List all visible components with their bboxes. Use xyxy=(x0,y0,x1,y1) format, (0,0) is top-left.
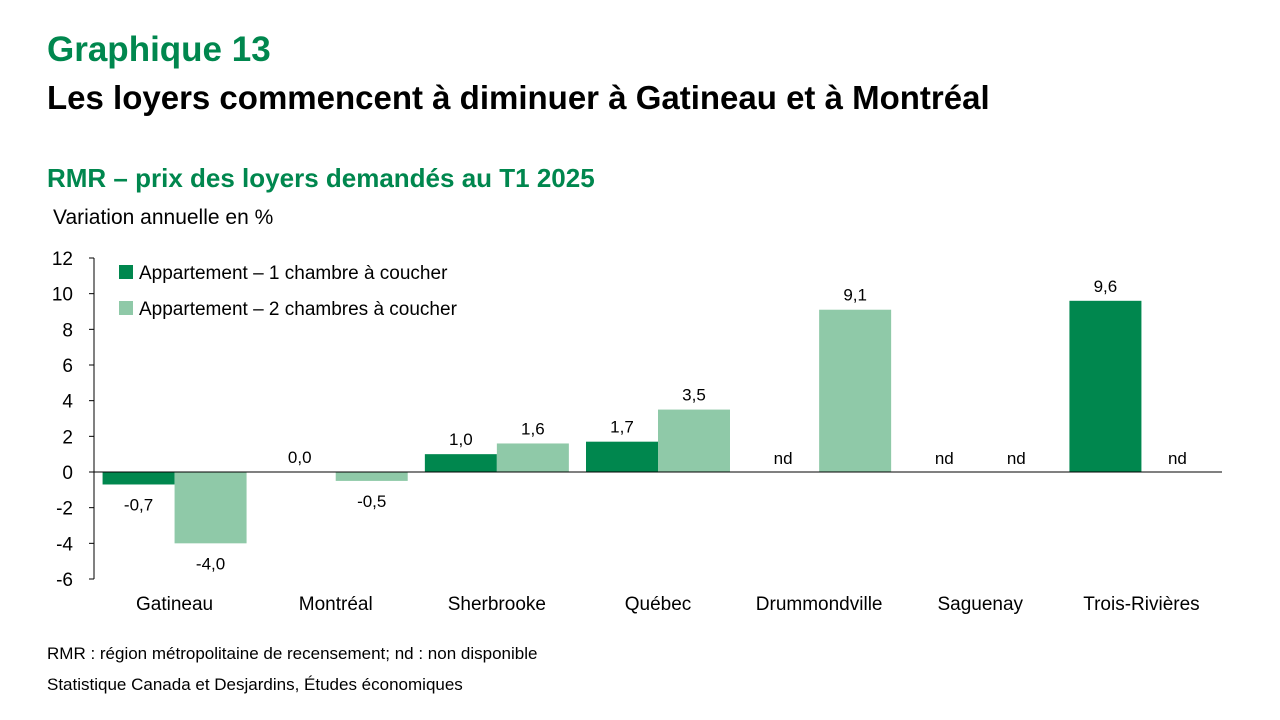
data-label: -0,5 xyxy=(357,492,386,511)
x-tick-label: Saguenay xyxy=(937,594,1023,615)
data-label: 9,1 xyxy=(843,286,867,305)
data-label: -0,7 xyxy=(124,495,153,514)
page-title: Les loyers commencent à diminuer à Gatin… xyxy=(47,79,990,116)
y-tick-label: 2 xyxy=(62,427,73,448)
legend-swatch xyxy=(119,301,133,315)
x-tick-label: Sherbrooke xyxy=(448,594,546,615)
data-label: nd xyxy=(1007,449,1026,468)
data-label: 1,0 xyxy=(449,430,473,449)
chart-title: RMR – prix des loyers demandés au T1 202… xyxy=(47,163,595,193)
legend-label: Appartement – 2 chambres à coucher xyxy=(139,299,458,320)
data-label: 1,6 xyxy=(521,419,545,438)
y-tick-label: 10 xyxy=(52,285,73,306)
bar xyxy=(658,409,730,472)
source-note: Statistique Canada et Desjardins, Études… xyxy=(47,675,463,694)
bar xyxy=(424,454,497,472)
bar xyxy=(819,309,892,472)
bar xyxy=(174,472,247,544)
bar xyxy=(1069,300,1142,472)
legend-swatch xyxy=(119,265,133,279)
y-tick-label: 6 xyxy=(62,356,73,377)
bar-chart: -6 -4 -2 0 2 4 6 8 10 12 -0,7 -4,0 Gatineau 0,0 -0,5 Mo… xyxy=(52,249,1222,615)
chart-number: Graphique 13 xyxy=(47,30,271,69)
legend-label: Appartement – 1 chambre à coucher xyxy=(139,263,448,284)
data-label: 9,6 xyxy=(1094,277,1118,296)
data-label: 1,7 xyxy=(610,418,634,437)
y-tick-label: 0 xyxy=(62,463,73,484)
y-tick-label: 12 xyxy=(52,249,73,270)
data-label: nd xyxy=(1168,449,1187,468)
bar xyxy=(335,472,408,481)
footnote: RMR : région métropolitaine de recenseme… xyxy=(47,644,538,663)
x-tick-label: Gatineau xyxy=(136,594,213,615)
y-tick-label: -4 xyxy=(56,534,73,555)
x-tick-label: Drummondville xyxy=(756,594,883,615)
data-label: nd xyxy=(935,449,954,468)
bar xyxy=(496,443,569,472)
x-tick-label: Québec xyxy=(625,594,692,615)
y-tick-label: -2 xyxy=(56,499,73,520)
data-label: nd xyxy=(774,449,793,468)
x-tick-label: Montréal xyxy=(299,594,373,615)
bar xyxy=(102,472,175,485)
data-label: 0,0 xyxy=(288,448,312,467)
y-tick-label: 4 xyxy=(62,392,73,413)
y-axis-label: Variation annuelle en % xyxy=(53,206,274,229)
y-tick-label: 8 xyxy=(62,320,73,341)
x-tick-label: Trois-Rivières xyxy=(1083,594,1199,615)
data-label: -4,0 xyxy=(196,554,225,573)
y-tick-label: -6 xyxy=(56,570,73,591)
bar xyxy=(586,441,658,472)
data-label: 3,5 xyxy=(682,386,706,405)
